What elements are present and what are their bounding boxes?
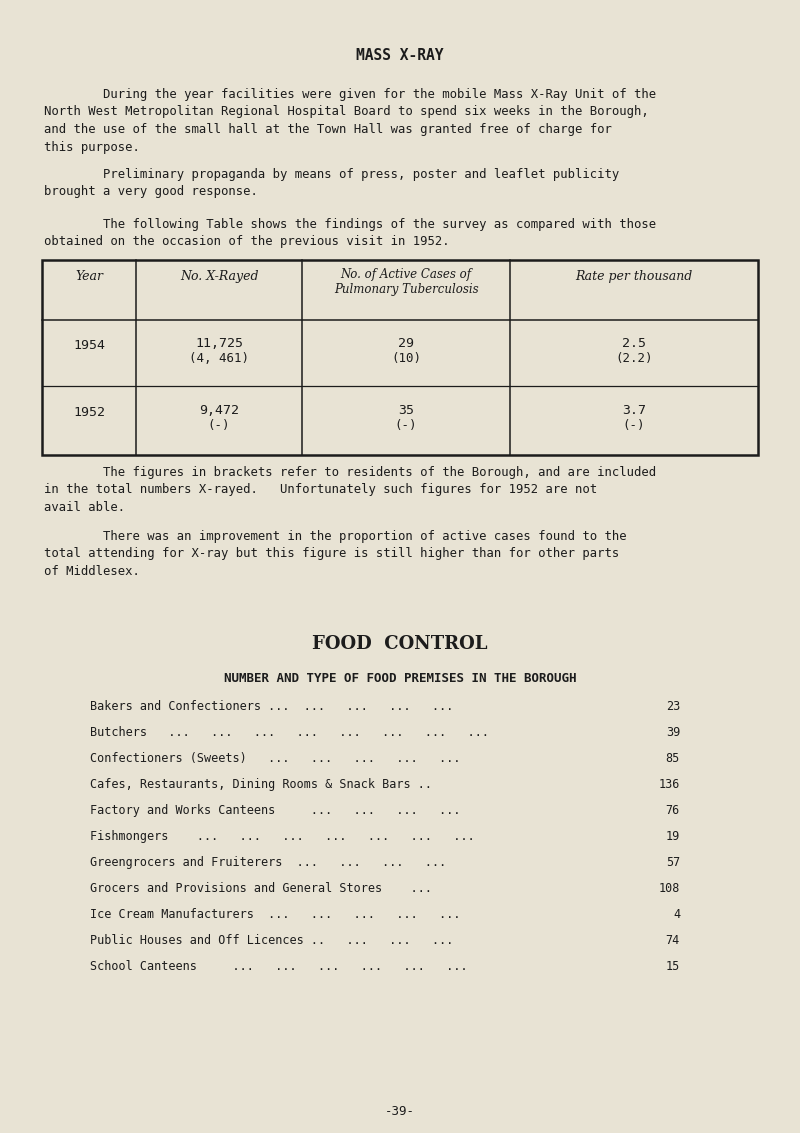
Text: Greengrocers and Fruiterers  ...   ...   ...   ...: Greengrocers and Fruiterers ... ... ... … [90,857,446,869]
Text: 136: 136 [658,778,680,791]
Text: There was an improvement in the proportion of active cases found to the
total at: There was an improvement in the proporti… [44,530,626,578]
Text: Bakers and Confectioners ...  ...   ...   ...   ...: Bakers and Confectioners ... ... ... ...… [90,700,454,713]
Text: Public Houses and Off Licences ..   ...   ...   ...: Public Houses and Off Licences .. ... ..… [90,934,454,947]
Text: 2.5: 2.5 [622,337,646,350]
Text: 19: 19 [666,830,680,843]
Text: 85: 85 [666,752,680,765]
Text: 4: 4 [673,908,680,921]
Text: 35: 35 [398,404,414,417]
Text: 1952: 1952 [73,407,105,419]
Text: Fishmongers    ...   ...   ...   ...   ...   ...   ...: Fishmongers ... ... ... ... ... ... ... [90,830,474,843]
Text: 57: 57 [666,857,680,869]
Text: 9,472: 9,472 [199,404,239,417]
Text: No. of Active Cases of: No. of Active Cases of [341,269,471,281]
Text: FOOD  CONTROL: FOOD CONTROL [312,634,488,653]
Text: Rate per thousand: Rate per thousand [575,270,693,283]
Text: -39-: -39- [385,1105,415,1118]
Text: (2.2): (2.2) [615,352,653,365]
Text: Butchers   ...   ...   ...   ...   ...   ...   ...   ...: Butchers ... ... ... ... ... ... ... ... [90,726,489,739]
Text: 11,725: 11,725 [195,337,243,350]
Text: (10): (10) [391,352,421,365]
Text: (-): (-) [208,419,230,433]
Text: Ice Cream Manufacturers  ...   ...   ...   ...   ...: Ice Cream Manufacturers ... ... ... ... … [90,908,461,921]
Text: MASS X-RAY: MASS X-RAY [356,48,444,63]
Text: Cafes, Restaurants, Dining Rooms & Snack Bars ..: Cafes, Restaurants, Dining Rooms & Snack… [90,778,432,791]
Text: Year: Year [75,270,103,283]
Text: 76: 76 [666,804,680,817]
Text: 39: 39 [666,726,680,739]
Text: (4, 461): (4, 461) [189,352,249,365]
Text: No. X-Rayed: No. X-Rayed [180,270,258,283]
Text: 3.7: 3.7 [622,404,646,417]
Text: The following Table shows the findings of the survey as compared with those
obta: The following Table shows the findings o… [44,218,656,248]
Text: Grocers and Provisions and General Stores    ...: Grocers and Provisions and General Store… [90,881,432,895]
Text: Pulmonary Tuberculosis: Pulmonary Tuberculosis [334,283,478,296]
Text: 23: 23 [666,700,680,713]
Text: 15: 15 [666,960,680,973]
Text: During the year facilities were given for the mobile Mass X-Ray Unit of the
Nort: During the year facilities were given fo… [44,88,656,153]
Text: School Canteens     ...   ...   ...   ...   ...   ...: School Canteens ... ... ... ... ... ... [90,960,468,973]
Text: NUMBER AND TYPE OF FOOD PREMISES IN THE BOROUGH: NUMBER AND TYPE OF FOOD PREMISES IN THE … [224,672,576,685]
Text: 74: 74 [666,934,680,947]
Text: 29: 29 [398,337,414,350]
Text: The figures in brackets refer to residents of the Borough, and are included
in t: The figures in brackets refer to residen… [44,466,656,514]
Text: (-): (-) [394,419,418,433]
Text: Preliminary propaganda by means of press, poster and leaflet publicity
brought a: Preliminary propaganda by means of press… [44,168,619,198]
Text: Confectioners (Sweets)   ...   ...   ...   ...   ...: Confectioners (Sweets) ... ... ... ... .… [90,752,461,765]
Text: (-): (-) [622,419,646,433]
Text: 1954: 1954 [73,339,105,352]
Text: 108: 108 [658,881,680,895]
Text: Factory and Works Canteens     ...   ...   ...   ...: Factory and Works Canteens ... ... ... .… [90,804,461,817]
Bar [42,259,758,455]
